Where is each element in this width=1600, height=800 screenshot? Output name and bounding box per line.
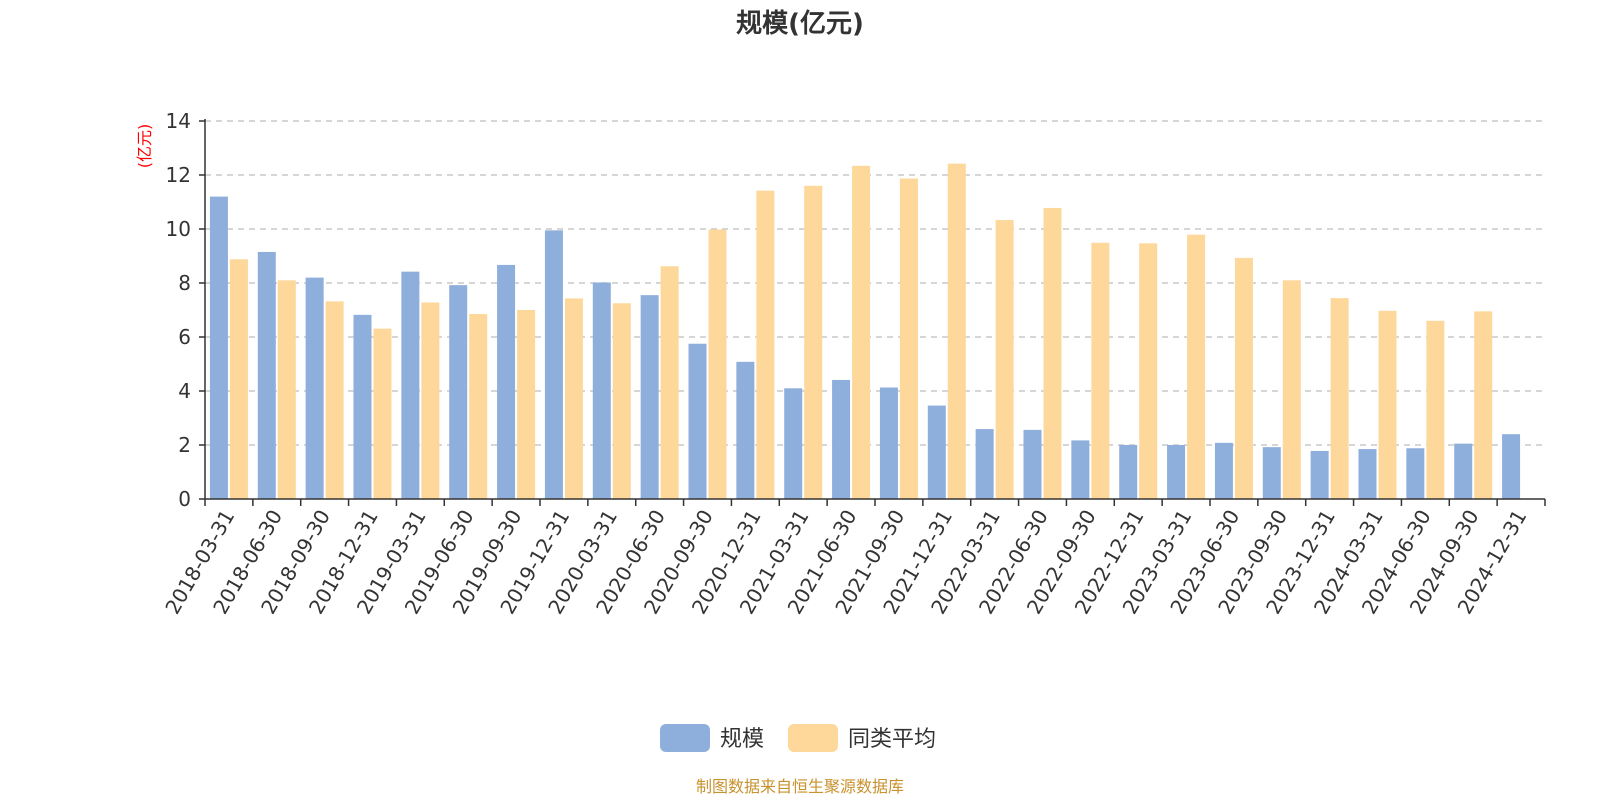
bar-scale[interactable] [209,196,228,499]
legend[interactable]: 规模 同类平均 [660,724,936,752]
bar-scale[interactable] [1454,443,1473,499]
bar-scale[interactable] [1502,434,1521,499]
y-tick-label: 2 [178,433,191,457]
bar-peer-average[interactable] [1330,298,1349,499]
bar-scale[interactable] [1358,449,1377,499]
bar-peer-average[interactable] [756,190,775,499]
y-tick-label: 10 [166,217,191,241]
bar-scale[interactable] [879,387,898,499]
bar-scale[interactable] [784,388,803,499]
bar-scale[interactable] [401,271,420,499]
y-tick-label: 0 [178,487,191,511]
bar-peer-average[interactable] [804,185,823,500]
bar-scale[interactable] [353,314,372,499]
bar-peer-average[interactable] [325,301,344,499]
legend-swatch [660,724,710,752]
y-tick-label: 14 [166,109,191,133]
bar-peer-average[interactable] [1282,280,1301,499]
bar-peer-average[interactable] [947,163,966,499]
bar-scale[interactable] [688,343,707,499]
bar-peer-average[interactable] [1187,234,1206,500]
bar-peer-average[interactable] [421,302,440,499]
bar-scale[interactable] [832,379,851,499]
bar-scale[interactable] [305,277,324,499]
legend-item[interactable]: 同类平均 [788,724,936,752]
bar-scale[interactable] [1406,448,1425,499]
bar-peer-average[interactable] [229,259,248,499]
legend-label: 规模 [720,727,764,752]
bars-group [209,163,1521,500]
y-tick-label: 4 [178,379,191,403]
bar-peer-average[interactable] [469,314,488,499]
source-note: 制图数据来自恒生聚源数据库 [696,777,904,796]
bar-scale[interactable] [1023,429,1042,499]
bar-scale[interactable] [640,295,659,499]
bar-peer-average[interactable] [899,178,918,499]
bar-peer-average[interactable] [1378,310,1397,499]
bar-peer-average[interactable] [1091,242,1110,499]
legend-item[interactable]: 规模 [660,724,764,752]
bar-scale[interactable] [975,429,994,499]
bar-scale[interactable] [497,264,516,499]
bar-scale[interactable] [1214,442,1233,499]
bar-peer-average[interactable] [1139,243,1158,499]
bar-peer-average[interactable] [1234,257,1253,499]
y-tick-label: 12 [166,163,191,187]
legend-label: 同类平均 [848,727,936,752]
bar-scale[interactable] [1310,450,1329,499]
bar-peer-average[interactable] [708,229,727,500]
bar-peer-average[interactable] [660,266,679,499]
bar-scale[interactable] [927,405,946,499]
bar-peer-average[interactable] [517,310,536,499]
bar-peer-average[interactable] [564,298,583,499]
bar-scale[interactable] [449,285,468,499]
bar-peer-average[interactable] [995,220,1014,499]
bar-peer-average[interactable] [373,328,392,499]
chart-title: 规模(亿元) [736,9,864,39]
bar-peer-average[interactable] [1043,207,1062,499]
bar-scale[interactable] [1119,445,1138,499]
bar-scale[interactable] [736,361,755,499]
bar-scale[interactable] [1262,447,1281,499]
y-tick-label: 6 [178,325,191,349]
bar-scale[interactable] [257,251,276,499]
bar-peer-average[interactable] [852,165,871,499]
bar-scale[interactable] [1071,440,1090,499]
bar-peer-average[interactable] [612,303,631,499]
bar-scale[interactable] [1167,445,1186,499]
bar-peer-average[interactable] [1426,320,1445,499]
bar-peer-average[interactable] [277,280,296,499]
bar-scale[interactable] [544,230,563,499]
bar-peer-average[interactable] [1474,311,1493,499]
legend-swatch [788,724,838,752]
y-axis-label: (亿元) [135,124,154,169]
y-tick-label: 8 [178,271,191,295]
bar-scale[interactable] [592,282,611,499]
